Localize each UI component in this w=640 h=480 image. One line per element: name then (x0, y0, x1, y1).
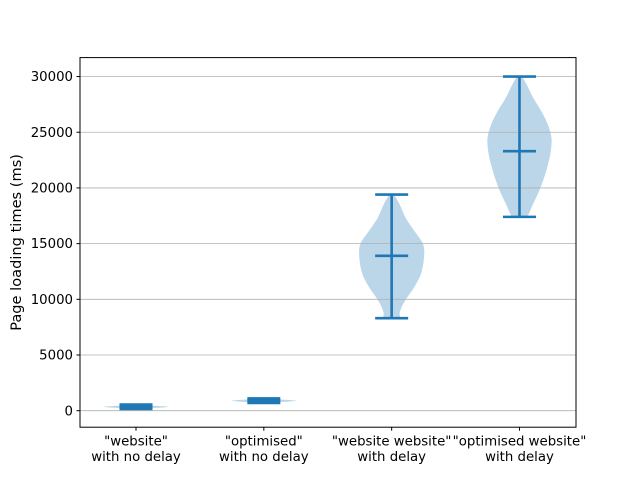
y-tick-label: 25000 (31, 126, 73, 141)
x-tick-label-line: with delay (485, 450, 554, 465)
violin-bodies (104, 75, 552, 410)
y-tick-label: 15000 (31, 237, 73, 252)
axis-ticks (76, 76, 520, 431)
x-tick-label-line: "optimised website" (453, 435, 587, 450)
x-tick-label-line: "optimised" (225, 435, 303, 450)
y-tick-label: 20000 (31, 182, 73, 197)
x-tick-label: "optimised" with no delay (219, 435, 309, 466)
gridlines (80, 76, 576, 412)
x-tick-label: "optimised website" with delay (453, 435, 587, 466)
y-axis-label: Page loading times (ms) (8, 154, 25, 331)
axes-spine (79, 57, 577, 428)
x-tick-label-line: with no delay (91, 450, 181, 465)
x-tick-label-line: "website" (104, 435, 168, 450)
x-tick-label: "website website" with delay (332, 435, 451, 466)
x-tick-label: "website" with no delay (91, 435, 181, 466)
y-tick-label: 5000 (39, 349, 73, 364)
violin-stat-lines (119, 75, 536, 411)
x-tick-label-line: "website website" (332, 435, 451, 450)
x-tick-label-line: with delay (357, 450, 426, 465)
y-tick-label: 0 (65, 404, 73, 419)
x-tick-label-line: with no delay (219, 450, 309, 465)
y-tick-label: 10000 (31, 293, 73, 308)
y-tick-label: 30000 (31, 70, 73, 85)
